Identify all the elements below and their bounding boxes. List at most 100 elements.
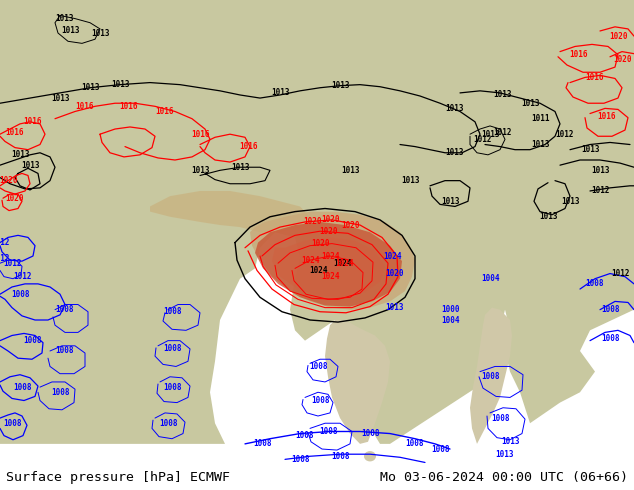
Text: 1013: 1013 [501,437,519,446]
Text: 1013: 1013 [560,197,579,206]
Text: 1008: 1008 [311,396,329,405]
Text: 1013: 1013 [481,130,499,139]
Text: 1013: 1013 [51,94,69,102]
Text: 1008: 1008 [601,305,619,314]
Text: 1020: 1020 [610,32,628,41]
Text: 1016: 1016 [598,112,616,121]
Text: 1020: 1020 [0,176,17,185]
Text: 1012: 1012 [0,253,10,263]
Text: 1013: 1013 [56,14,74,23]
Text: 1013: 1013 [539,212,557,221]
Text: 1013: 1013 [446,148,464,157]
Text: 1008: 1008 [491,414,509,422]
Text: 1016: 1016 [119,102,137,111]
Text: 1016: 1016 [239,142,257,151]
Text: 1008: 1008 [11,290,29,299]
Text: 1008: 1008 [3,419,22,428]
Text: 1008: 1008 [51,388,69,397]
Text: 1008: 1008 [164,383,182,392]
Text: 1013: 1013 [81,83,100,92]
Text: Surface pressure [hPa] ECMWF: Surface pressure [hPa] ECMWF [6,471,230,484]
Text: 1020: 1020 [4,194,23,203]
Text: 1016: 1016 [4,127,23,137]
Text: 1004: 1004 [441,316,459,324]
Polygon shape [150,191,310,232]
Text: 1020: 1020 [385,269,404,278]
Text: 1024: 1024 [336,259,354,268]
Text: 1024: 1024 [301,256,320,265]
Text: 1016: 1016 [586,73,604,82]
Text: 1013: 1013 [446,104,464,113]
Text: 1008: 1008 [163,307,181,316]
Text: 1012: 1012 [0,238,10,247]
Text: 1024: 1024 [309,266,327,275]
Text: 1008: 1008 [164,344,182,353]
Text: 1008: 1008 [331,452,349,461]
Text: 1024: 1024 [321,251,339,261]
Text: 1008: 1008 [601,334,619,343]
Ellipse shape [364,451,376,462]
Text: 1012: 1012 [473,135,491,144]
Text: 1013: 1013 [21,161,39,170]
Polygon shape [255,222,402,307]
Text: 1013: 1013 [385,303,404,312]
Polygon shape [470,308,512,444]
Text: 1008: 1008 [319,427,337,436]
Text: 1020: 1020 [340,220,359,229]
Text: 1008: 1008 [291,455,309,464]
Text: 1013: 1013 [11,150,29,159]
Text: Mo 03-06-2024 00:00 UTC (06+66): Mo 03-06-2024 00:00 UTC (06+66) [380,471,628,484]
Text: 1013: 1013 [441,197,459,206]
Text: 1016: 1016 [75,102,94,111]
Text: 1012: 1012 [611,269,630,278]
Text: 1000: 1000 [441,305,459,314]
Text: 1024: 1024 [384,251,402,261]
Text: 1024: 1024 [321,272,339,281]
Text: 1008: 1008 [295,431,314,440]
Text: 1016: 1016 [23,117,41,126]
Text: 1013: 1013 [231,163,249,172]
Text: 1013: 1013 [521,98,540,108]
Text: 1008: 1008 [56,346,74,355]
Text: 1013: 1013 [61,26,79,35]
Text: 1008: 1008 [361,429,379,438]
Text: 1012: 1012 [591,187,609,196]
Text: 1020: 1020 [311,239,329,248]
Text: 1013: 1013 [191,166,209,175]
Text: 1020: 1020 [319,227,337,236]
Polygon shape [0,0,634,444]
Text: 1008: 1008 [406,440,424,448]
Polygon shape [272,238,385,297]
Text: 1008: 1008 [254,440,272,448]
Text: 1013: 1013 [496,450,514,459]
Text: 1004: 1004 [481,274,499,283]
Text: 1016: 1016 [156,107,174,116]
Text: 1008: 1008 [586,279,604,289]
Text: 1008: 1008 [309,362,327,371]
Text: 1016: 1016 [191,130,209,139]
Text: 1013: 1013 [111,80,129,89]
Polygon shape [325,320,390,444]
Text: 1020: 1020 [612,55,631,64]
Text: 1008: 1008 [430,444,450,454]
Text: 1013: 1013 [531,140,549,149]
Text: 1008: 1008 [56,305,74,314]
Text: 1013: 1013 [401,176,419,185]
Polygon shape [250,212,415,310]
Text: 1012: 1012 [494,127,512,137]
Text: 1008: 1008 [13,383,31,392]
Text: 1013: 1013 [581,145,599,154]
Text: 1008: 1008 [481,372,499,381]
Text: 1020: 1020 [321,216,339,224]
Text: 1013: 1013 [271,88,289,98]
Text: 1016: 1016 [569,50,587,59]
Text: 1013: 1013 [591,166,609,175]
Text: 1020: 1020 [303,218,321,226]
Text: 1013: 1013 [331,81,349,90]
Text: 1013: 1013 [340,166,359,175]
Text: 1024: 1024 [333,259,351,268]
Text: 1012: 1012 [556,130,574,139]
Text: 1013: 1013 [91,28,109,38]
Text: 1012: 1012 [13,272,31,281]
Text: 1013: 1013 [493,91,511,99]
